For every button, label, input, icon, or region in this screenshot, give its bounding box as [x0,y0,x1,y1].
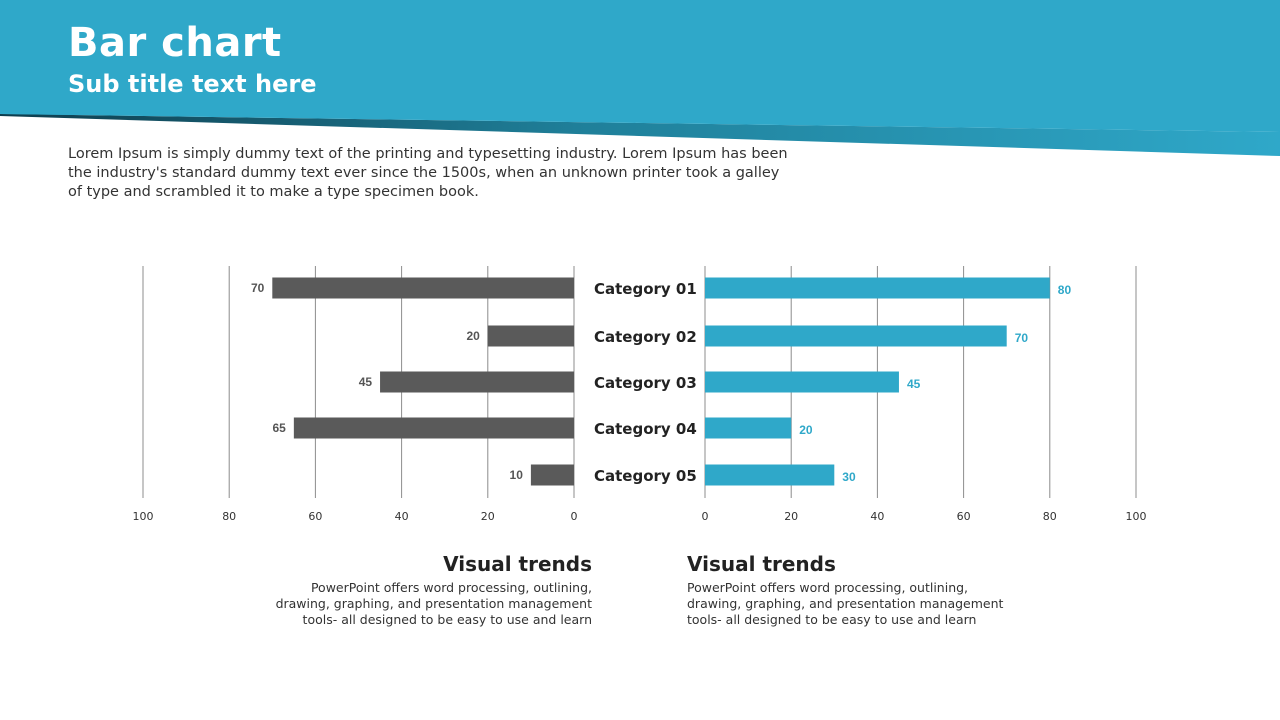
data-label-left: 45 [359,375,373,389]
page-title: Bar chart [68,20,282,66]
butterfly-bar-chart: 0 0 20 20 40 40 60 60 80 80 100 100 70 80 Category 01 2… [133,266,1147,523]
trend-right-title: Visual trends [687,552,836,576]
tick-label-left: 80 [222,510,236,523]
category-label: Category 03 [594,374,697,392]
intro-paragraph: Lorem Ipsum is simply dummy text of the … [68,146,788,200]
trend-left-text: PowerPoint offers word processing, outli… [275,580,592,627]
tick-label-left: 100 [133,510,154,523]
data-label-right: 20 [799,423,813,437]
tick-label-right: 20 [784,510,798,523]
data-label-right: 80 [1058,283,1072,297]
data-label-right: 45 [907,377,921,391]
tick-label-right: 100 [1126,510,1147,523]
tick-label-right: 60 [957,510,971,523]
category-label: Category 04 [594,420,697,438]
bar-left [272,277,574,299]
bar-right [705,371,899,393]
tick-label-right: 40 [870,510,884,523]
page-subtitle: Sub title text here [68,70,317,98]
tick-label-right: 0 [702,510,709,523]
category-label: Category 01 [594,280,697,298]
bar-right [705,325,1007,347]
bar-right [705,464,835,486]
data-label-left: 70 [251,281,265,295]
bar-left [380,371,574,393]
trend-left-title: Visual trends [443,552,592,576]
bar-left [293,417,574,439]
data-label-left: 65 [272,421,286,435]
data-label-left: 20 [466,329,480,343]
tick-label-left: 40 [395,510,409,523]
tick-label-left: 60 [308,510,322,523]
data-label-right: 30 [842,470,856,484]
category-label: Category 02 [594,328,697,346]
header-ribbon [0,114,1280,156]
header-banner: Bar chart Sub title text here [0,0,1280,115]
trend-right-text: PowerPoint offers word processing, outli… [687,580,1004,627]
tick-label-left: 0 [571,510,578,523]
bar-right [705,277,1050,299]
bar-left [487,325,574,347]
tick-label-left: 20 [481,510,495,523]
data-label-right: 70 [1015,331,1029,345]
bar-right [705,417,792,439]
category-label: Category 05 [594,467,697,485]
data-label-left: 10 [510,468,524,482]
tick-label-right: 80 [1043,510,1057,523]
bar-left [530,464,574,486]
